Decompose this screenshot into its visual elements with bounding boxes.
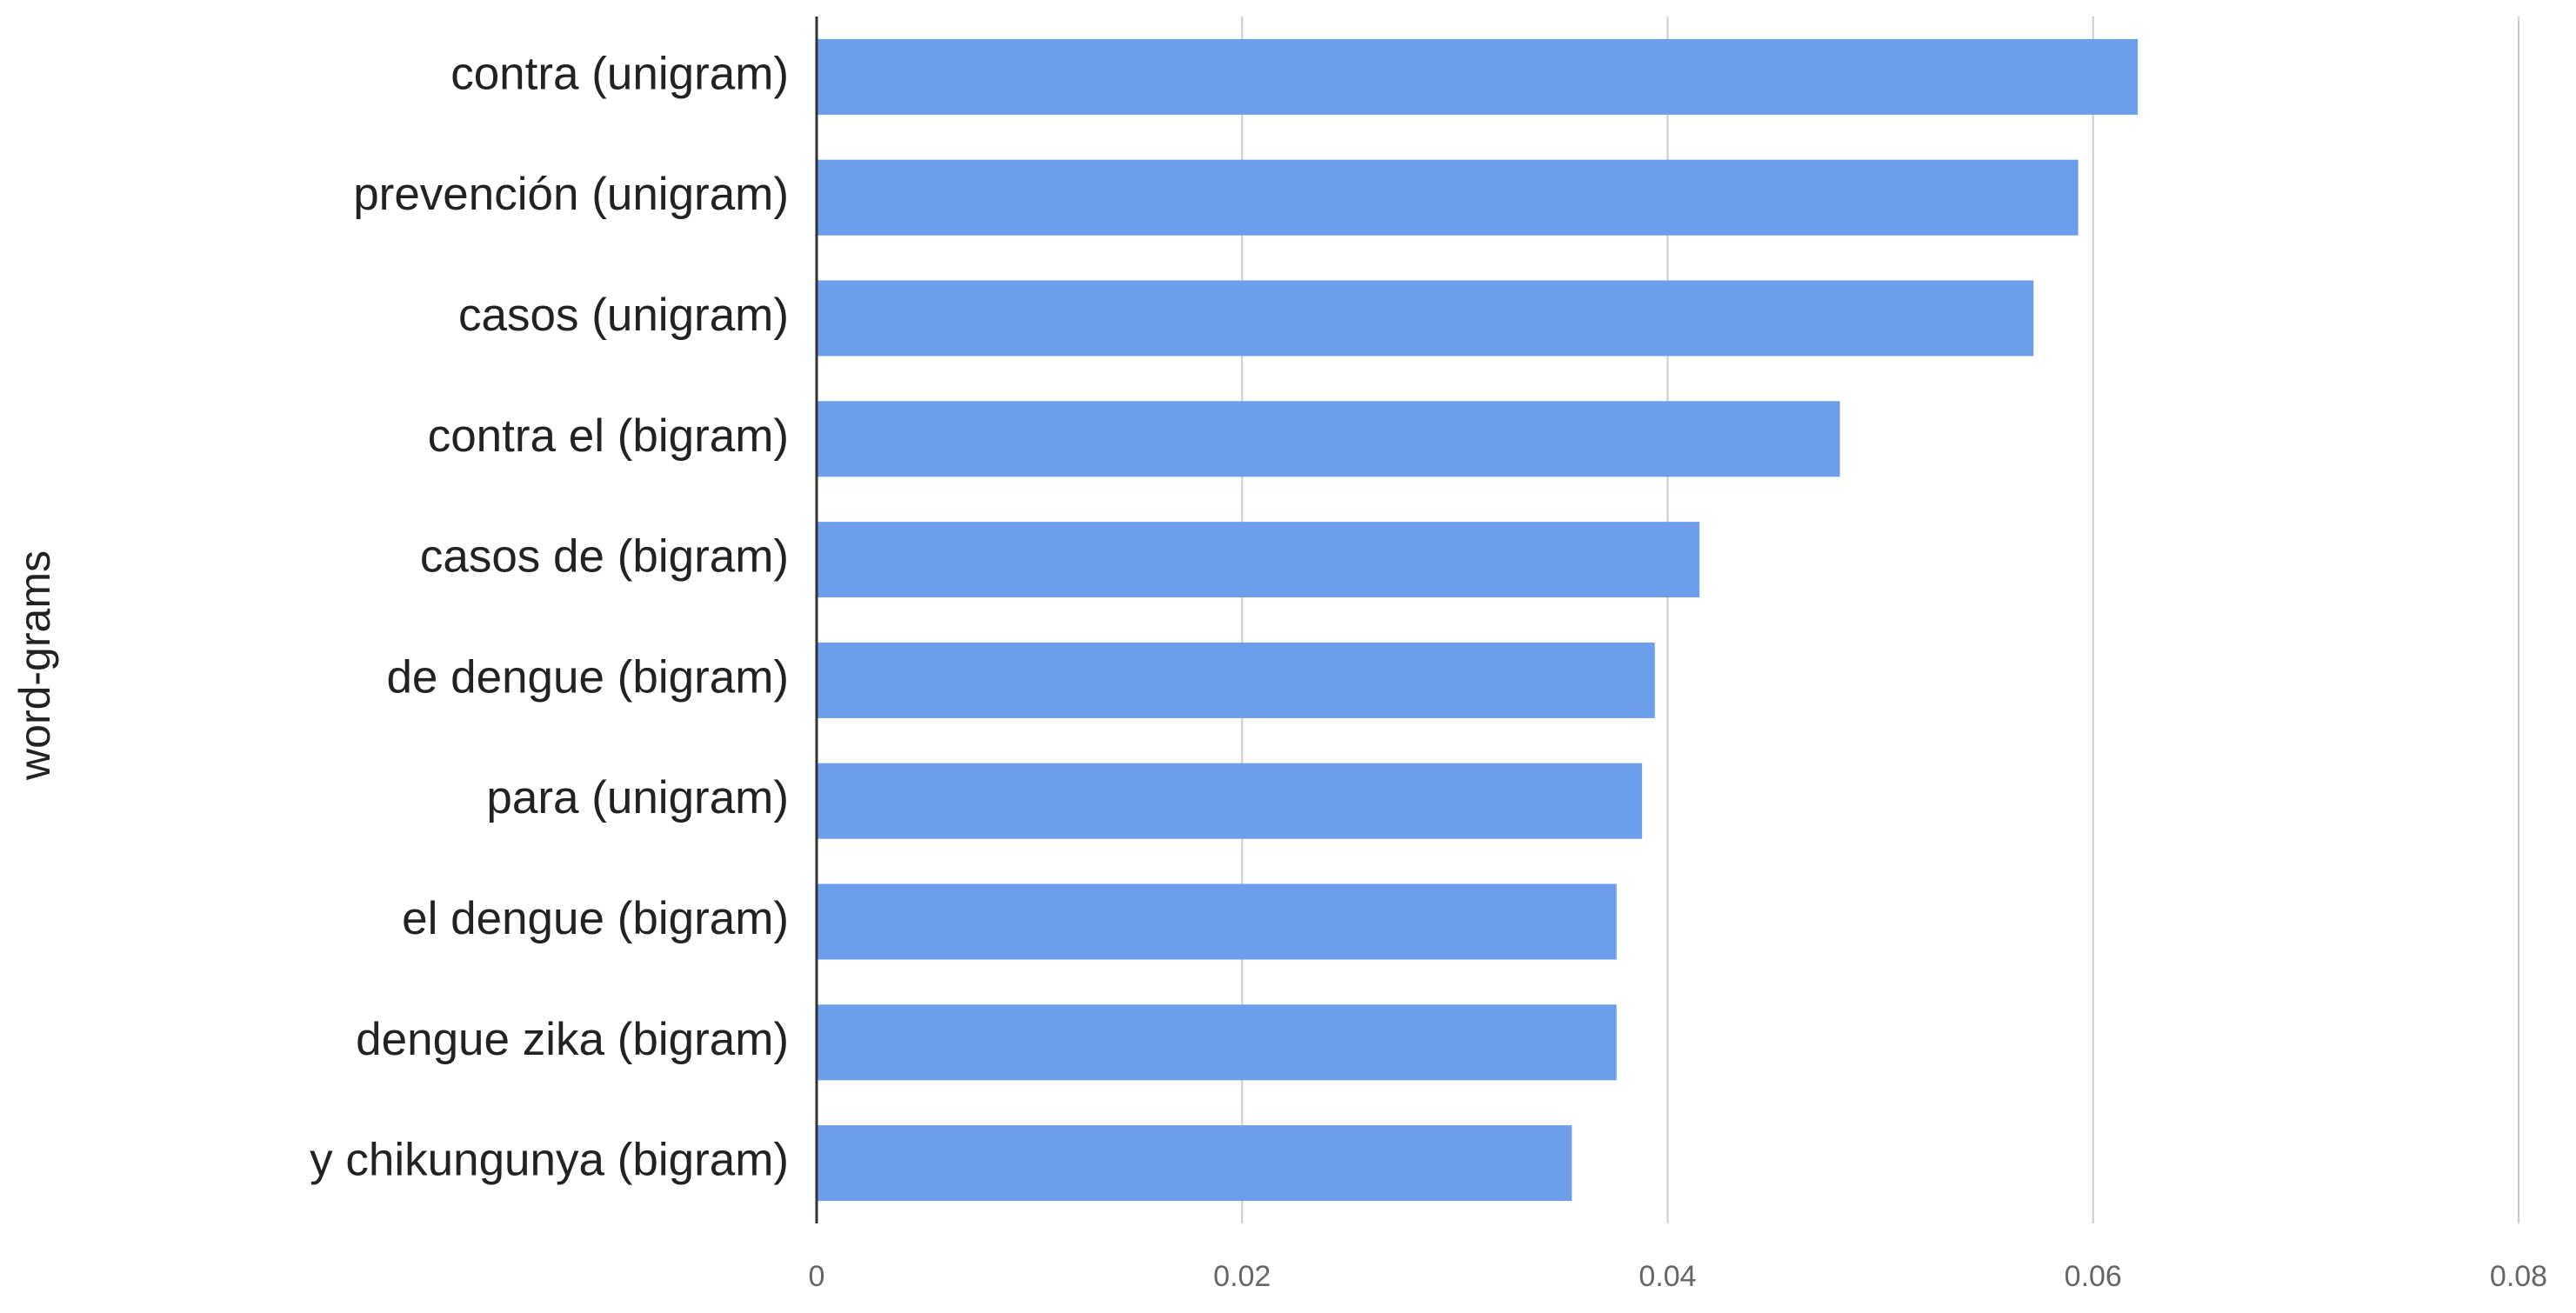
- y-tick-label: de dengue (bigram): [386, 651, 789, 703]
- y-axis-label: word-grams: [10, 550, 59, 781]
- bar: [817, 883, 1617, 960]
- y-tick-label: y chikungunya (bigram): [310, 1135, 789, 1186]
- x-tick-label: 0.02: [1213, 1260, 1271, 1293]
- y-tick-label: contra el (bigram): [428, 410, 789, 462]
- y-tick-label: casos (unigram): [458, 290, 789, 341]
- x-tick-label: 0.08: [2490, 1260, 2547, 1293]
- bar: [817, 159, 2079, 236]
- bar: [817, 1004, 1617, 1081]
- bar: [817, 763, 1643, 839]
- x-tick-label: 0: [809, 1260, 825, 1293]
- bar: [817, 522, 1700, 598]
- x-tick-label: 0.04: [1638, 1260, 1696, 1293]
- bar: [817, 280, 2034, 357]
- y-tick-label: casos de (bigram): [420, 531, 789, 583]
- y-tick-label: dengue zika (bigram): [356, 1014, 789, 1065]
- y-tick-label: prevención (unigram): [353, 169, 789, 220]
- y-tick-label: para (unigram): [486, 772, 789, 823]
- bar: [817, 401, 1840, 477]
- bar: [817, 1125, 1572, 1202]
- y-tick-label: contra (unigram): [450, 48, 789, 99]
- x-tick-label: 0.06: [2065, 1260, 2122, 1293]
- bar: [817, 38, 2139, 115]
- bar: [817, 642, 1655, 718]
- y-tick-label: el dengue (bigram): [402, 893, 789, 944]
